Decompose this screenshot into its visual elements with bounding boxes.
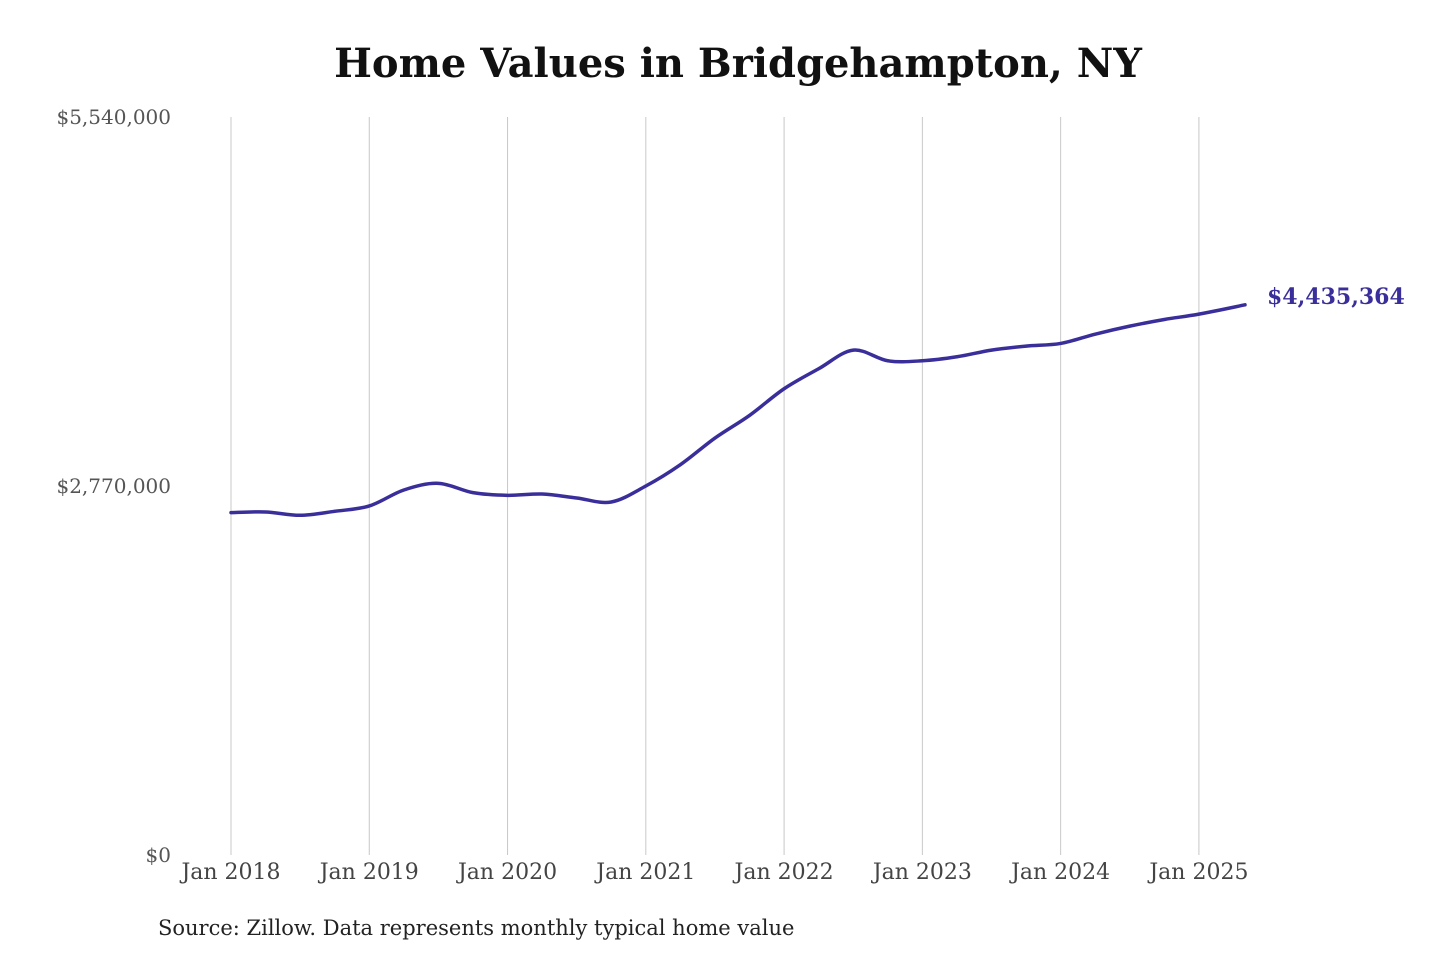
x-tick-label: Jan 2023 xyxy=(871,860,972,885)
x-tick-label: Jan 2025 xyxy=(1147,860,1248,885)
data-point xyxy=(782,387,786,391)
y-tick-label: $2,770,000 xyxy=(56,474,171,498)
data-point xyxy=(851,348,855,352)
x-axis-ticks: Jan 2018 Jan 2019 Jan 2020 Jan 2021 Jan 2022… xyxy=(179,860,1248,885)
data-point xyxy=(1128,324,1132,328)
data-point xyxy=(298,513,302,517)
data-point xyxy=(1059,341,1063,345)
data-point xyxy=(886,359,890,363)
data-point xyxy=(402,488,406,492)
data-point xyxy=(540,492,544,496)
source-note: Source: Zillow. Data represents monthly … xyxy=(158,916,795,940)
y-tick-label: $5,540,000 xyxy=(56,105,171,129)
x-tick-label: Jan 2020 xyxy=(456,860,557,885)
data-point xyxy=(436,481,440,485)
data-point xyxy=(955,355,959,359)
data-point xyxy=(990,348,993,352)
data-point xyxy=(471,491,475,495)
data-point xyxy=(264,510,268,514)
y-axis-ticks: $0 $2,770,000 $5,540,000 xyxy=(56,105,171,867)
data-point xyxy=(229,511,233,515)
x-tick-label: Jan 2021 xyxy=(594,860,695,885)
y-tick-label: $0 xyxy=(146,843,171,867)
data-point xyxy=(1093,332,1097,336)
latest-value-label: $4,435,364 xyxy=(1267,284,1405,310)
data-point xyxy=(678,463,682,467)
data-point xyxy=(713,436,717,440)
x-tick-label: Jan 2024 xyxy=(1009,860,1110,885)
data-point xyxy=(333,509,337,513)
data-point xyxy=(748,413,752,417)
grid-lines xyxy=(230,117,1200,855)
chart-title: Home Values in Bridgehampton, NY xyxy=(334,40,1142,87)
data-point xyxy=(644,484,648,488)
data-point xyxy=(1162,317,1166,321)
home-value-line xyxy=(229,303,1247,518)
data-point xyxy=(920,359,924,363)
x-tick-label: Jan 2022 xyxy=(733,860,834,885)
data-points xyxy=(229,303,1247,517)
x-tick-label: Jan 2018 xyxy=(179,860,280,885)
data-point xyxy=(1243,303,1247,307)
data-point xyxy=(506,493,510,497)
data-point xyxy=(817,367,821,371)
x-tick-label: Jan 2019 xyxy=(318,860,419,885)
data-point xyxy=(575,496,579,500)
data-point xyxy=(1024,344,1028,348)
data-point xyxy=(1197,312,1201,316)
data-point xyxy=(367,504,371,508)
data-point xyxy=(609,500,613,504)
